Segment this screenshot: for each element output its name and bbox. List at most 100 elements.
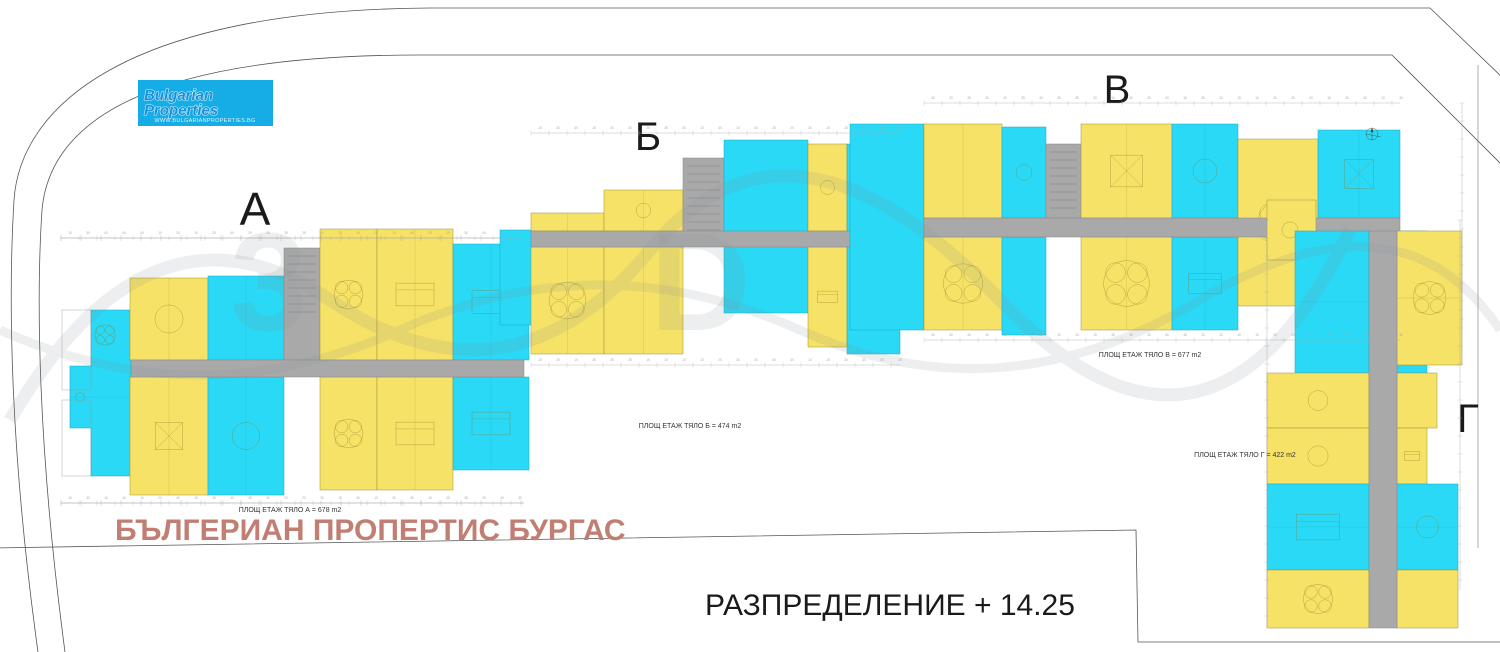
svg-text:35: 35 [862, 126, 866, 130]
svg-text:10: 10 [1111, 96, 1115, 100]
svg-text:15: 15 [1327, 333, 1331, 337]
svg-text:40: 40 [482, 231, 486, 235]
svg-text:10: 10 [574, 358, 578, 362]
svg-text:БЪЛГЕРИАН ПРОПЕРТИС БУРГАС: БЪЛГЕРИАН ПРОПЕРТИС БУРГАС [115, 514, 626, 547]
svg-text:15: 15 [592, 126, 596, 130]
svg-text:15: 15 [68, 231, 72, 235]
svg-text:25: 25 [374, 231, 378, 235]
svg-text:20: 20 [284, 496, 288, 500]
svg-text:40: 40 [1309, 333, 1313, 337]
svg-text:25: 25 [880, 126, 884, 130]
svg-text:40: 40 [500, 231, 504, 235]
svg-text:40: 40 [1165, 96, 1169, 100]
svg-text:40: 40 [176, 496, 180, 500]
svg-text:35: 35 [248, 496, 252, 500]
svg-text:20: 20 [985, 96, 989, 100]
svg-text:A: A [240, 183, 271, 235]
svg-text:35: 35 [592, 358, 596, 362]
svg-text:30: 30 [556, 126, 560, 130]
svg-text:10: 10 [808, 358, 812, 362]
svg-text:40: 40 [1165, 333, 1169, 337]
svg-text:10: 10 [374, 496, 378, 500]
svg-text:ПЛОЩ ЕТАЖ ТЯЛО Г = 422 m2: ПЛОЩ ЕТАЖ ТЯЛО Г = 422 m2 [1194, 452, 1296, 459]
svg-text:25: 25 [428, 231, 432, 235]
svg-text:35: 35 [1345, 333, 1349, 337]
svg-text:35: 35 [1183, 333, 1187, 337]
svg-text:30: 30 [931, 96, 935, 100]
svg-text:40: 40 [266, 496, 270, 500]
svg-text:10: 10 [518, 231, 522, 235]
svg-text:20: 20 [754, 358, 758, 362]
svg-text:20: 20 [158, 496, 162, 500]
svg-text:20: 20 [1273, 96, 1277, 100]
svg-text:10: 10 [700, 126, 704, 130]
svg-text:30: 30 [628, 126, 632, 130]
svg-text:ПЛОЩ ЕТАЖ ТЯЛО А = 678 m2: ПЛОЩ ЕТАЖ ТЯЛО А = 678 m2 [239, 507, 342, 514]
svg-text:30: 30 [1399, 96, 1403, 100]
svg-text:30: 30 [862, 358, 866, 362]
svg-text:35: 35 [464, 496, 468, 500]
svg-text:40: 40 [1363, 333, 1367, 337]
svg-text:25: 25 [1345, 96, 1349, 100]
svg-text:10: 10 [194, 231, 198, 235]
svg-text:30: 30 [682, 126, 686, 130]
svg-text:40: 40 [967, 333, 971, 337]
svg-text:10: 10 [1255, 333, 1259, 337]
svg-text:10: 10 [736, 126, 740, 130]
svg-text:35: 35 [1075, 96, 1079, 100]
svg-text:40: 40 [1021, 333, 1025, 337]
svg-text:20: 20 [176, 231, 180, 235]
svg-text:15: 15 [538, 358, 542, 362]
svg-text:15: 15 [338, 496, 342, 500]
svg-text:15: 15 [826, 358, 830, 362]
svg-text:10: 10 [140, 496, 144, 500]
svg-text:40: 40 [122, 231, 126, 235]
svg-text:40: 40 [86, 496, 90, 500]
svg-text:30: 30 [86, 231, 90, 235]
svg-text:15: 15 [194, 496, 198, 500]
svg-text:10: 10 [158, 231, 162, 235]
svg-text:30: 30 [574, 126, 578, 130]
svg-text:30: 30 [1093, 96, 1097, 100]
svg-text:25: 25 [446, 496, 450, 500]
svg-text:РАЗПРЕДЕЛЕНИЕ + 14.25: РАЗПРЕДЕЛЕНИЕ + 14.25 [705, 589, 1075, 622]
svg-text:30: 30 [1399, 333, 1403, 337]
svg-text:25: 25 [1381, 333, 1385, 337]
svg-text:40: 40 [790, 358, 794, 362]
svg-text:15: 15 [826, 126, 830, 130]
svg-text:15: 15 [1183, 96, 1187, 100]
svg-text:15: 15 [428, 496, 432, 500]
svg-text:40: 40 [1237, 333, 1241, 337]
svg-text:20: 20 [556, 358, 560, 362]
svg-text:Properties: Properties [144, 102, 218, 119]
svg-text:20: 20 [790, 126, 794, 130]
svg-text:25: 25 [1003, 333, 1007, 337]
svg-text:10: 10 [1219, 96, 1223, 100]
svg-text:В: В [1104, 68, 1131, 112]
svg-text:25: 25 [1147, 333, 1151, 337]
svg-text:20: 20 [949, 96, 953, 100]
svg-text:40: 40 [230, 496, 234, 500]
svg-text:30: 30 [718, 126, 722, 130]
svg-text:40: 40 [104, 231, 108, 235]
svg-text:30: 30 [1363, 96, 1367, 100]
svg-text:35: 35 [664, 126, 668, 130]
svg-text:25: 25 [628, 358, 632, 362]
svg-text:30: 30 [898, 126, 902, 130]
svg-text:25: 25 [646, 126, 650, 130]
svg-text:10: 10 [122, 496, 126, 500]
svg-text:30: 30 [808, 126, 812, 130]
svg-text:40: 40 [754, 126, 758, 130]
svg-text:30: 30 [320, 496, 324, 500]
svg-text:10: 10 [1255, 96, 1259, 100]
svg-text:40: 40 [68, 496, 72, 500]
svg-text:30: 30 [844, 358, 848, 362]
svg-text:30: 30 [356, 496, 360, 500]
svg-text:15: 15 [538, 126, 542, 130]
svg-text:40: 40 [140, 231, 144, 235]
svg-text:25: 25 [446, 231, 450, 235]
svg-text:20: 20 [1219, 333, 1223, 337]
svg-text:35: 35 [1201, 96, 1205, 100]
svg-text:15: 15 [1237, 96, 1241, 100]
svg-text:40: 40 [1309, 96, 1313, 100]
